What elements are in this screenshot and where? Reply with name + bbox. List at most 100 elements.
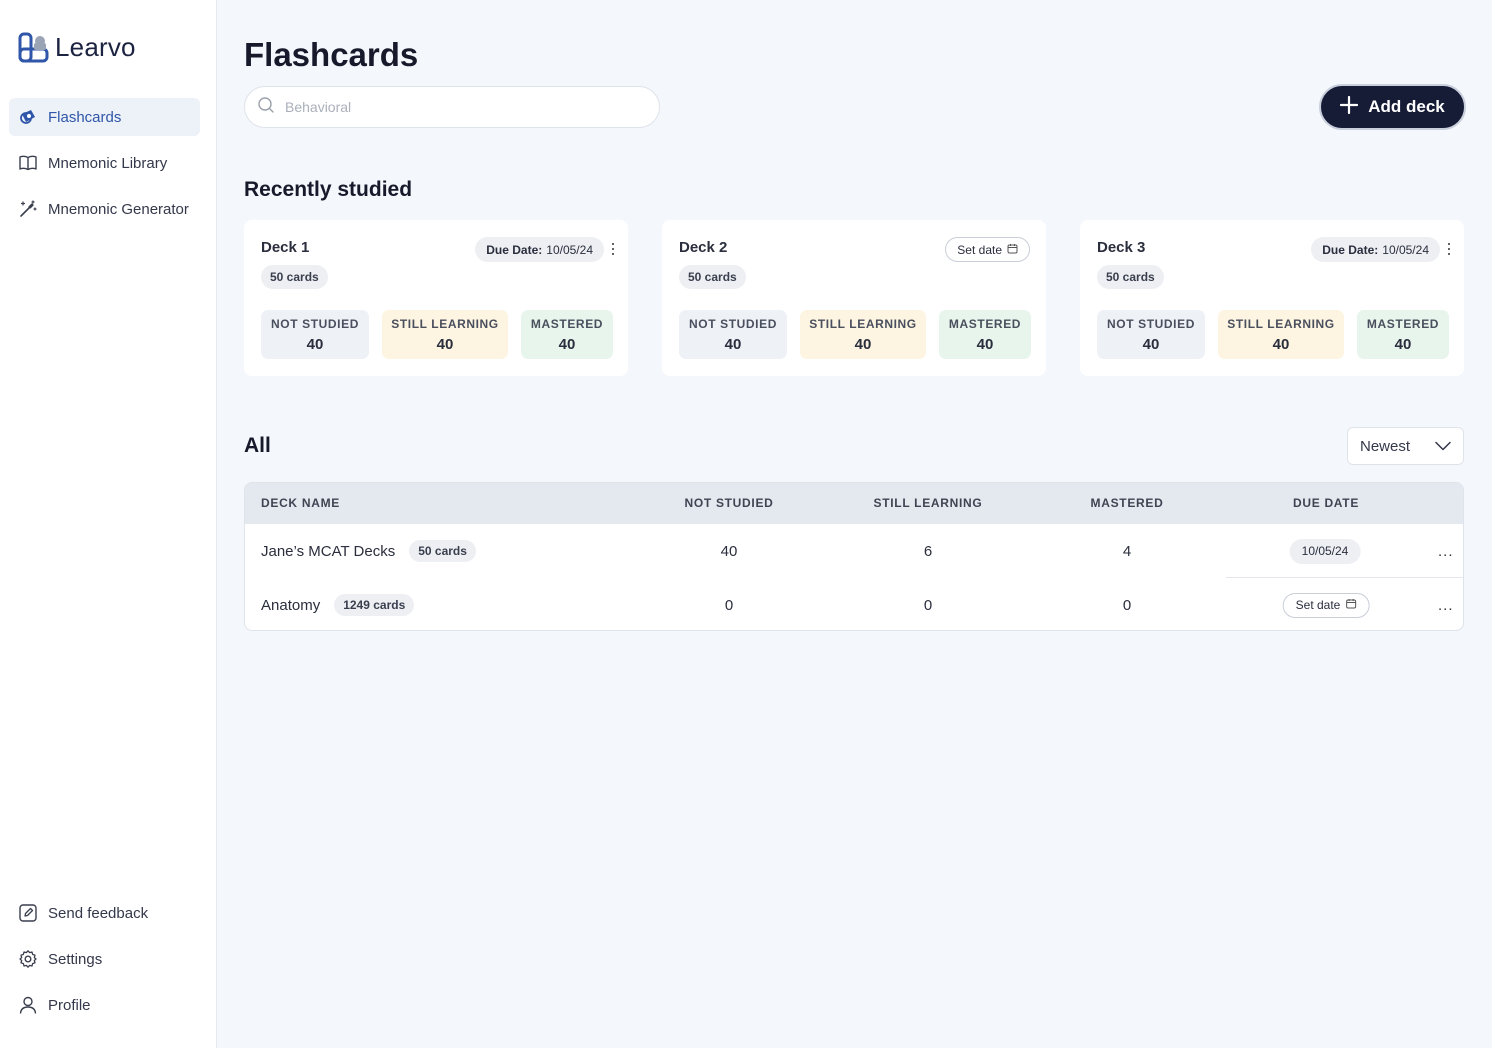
sidebar-item-profile[interactable]: Profile xyxy=(9,986,200,1024)
stat-label: STILL LEARNING xyxy=(809,316,917,331)
due-date-badge[interactable]: Due Date: 10/05/24 xyxy=(475,237,604,262)
still-learning-cell: 6 xyxy=(923,542,933,560)
stat-value: 40 xyxy=(854,335,872,353)
table-row[interactable]: Jane’s MCAT Decks 50 cards 40 6 4 10/05/… xyxy=(245,524,1463,578)
stat-not-studied: NOT STUDIED 40 xyxy=(1097,310,1205,359)
deck-stats: NOT STUDIED 40 STILL LEARNING 40 MASTERED 4… xyxy=(679,310,1031,359)
page-title: Flashcards xyxy=(244,36,419,73)
not-studied-cell: 40 xyxy=(720,542,738,560)
stat-label: MASTERED xyxy=(948,316,1022,331)
mastered-cell: 0 xyxy=(1122,596,1132,614)
stat-value: 40 xyxy=(1394,335,1412,353)
sidebar-item-label: Send feedback xyxy=(48,904,149,922)
all-decks-title: All xyxy=(244,434,271,457)
column-header-mastered[interactable]: MASTERED xyxy=(1090,496,1164,510)
stat-still-learning: STILL LEARNING 40 xyxy=(1218,310,1344,359)
column-header-due-date[interactable]: DUE DATE xyxy=(1292,496,1360,510)
sidebar-item-label: Mnemonic Library xyxy=(48,154,168,172)
stat-label: NOT STUDIED xyxy=(689,316,777,331)
sidebar-item-settings[interactable]: Settings xyxy=(9,940,200,978)
search-icon xyxy=(257,96,275,119)
stat-value: 40 xyxy=(976,335,994,353)
recently-studied-title: Recently studied xyxy=(244,178,413,201)
stat-mastered: MASTERED 40 xyxy=(1357,310,1449,359)
stat-label: NOT STUDIED xyxy=(1107,316,1195,331)
card-count-badge: 50 cards xyxy=(409,540,476,562)
stat-not-studied: NOT STUDIED 40 xyxy=(261,310,369,359)
due-date-cell: Set date xyxy=(1282,578,1370,630)
more-options-icon[interactable] xyxy=(610,241,616,257)
main-content: Flashcards Add deck Recently studied Dec… xyxy=(217,0,1492,1048)
row-menu-cell: ... xyxy=(1438,578,1454,630)
row-divider xyxy=(1226,577,1463,578)
still-learning-cell: 0 xyxy=(923,596,933,614)
due-date-value: 10/05/24 xyxy=(1382,242,1429,257)
deck-name: Jane’s MCAT Decks xyxy=(261,542,396,560)
stat-still-learning: STILL LEARNING 40 xyxy=(382,310,508,359)
deck-name: Anatomy xyxy=(261,596,321,614)
deck-stats: NOT STUDIED 40 STILL LEARNING 40 MASTERED 4… xyxy=(1097,310,1449,359)
column-header-not-studied[interactable]: NOT STUDIED xyxy=(684,496,774,510)
sidebar-item-label: Flashcards xyxy=(48,108,122,126)
set-date-label: Set date xyxy=(1295,598,1341,612)
more-options-icon[interactable]: ... xyxy=(1438,596,1454,614)
sort-dropdown[interactable]: Newest xyxy=(1347,427,1464,465)
user-icon xyxy=(18,995,38,1015)
search-input[interactable] xyxy=(285,99,625,115)
row-menu-cell: ... xyxy=(1438,524,1454,578)
sidebar-item-mnemonic-library[interactable]: Mnemonic Library xyxy=(9,144,200,182)
sidebar-bottom-nav: Send feedback Settings Profile xyxy=(9,894,200,1032)
calendar-icon xyxy=(1345,598,1356,612)
stat-not-studied: NOT STUDIED 40 xyxy=(679,310,787,359)
calendar-icon xyxy=(1007,243,1018,257)
stat-value: 40 xyxy=(1142,335,1160,353)
sidebar: Learvo Flashcards Mnemonic Library Mnemo… xyxy=(0,0,217,1048)
column-header-deck-name[interactable]: DECK NAME xyxy=(261,496,340,510)
search-bar[interactable] xyxy=(244,86,660,128)
mastered-cell: 4 xyxy=(1122,542,1132,560)
decks-table: DECK NAME NOT STUDIED STILL LEARNING MAS… xyxy=(244,482,1464,631)
card-count-badge: 50 cards xyxy=(261,265,328,289)
stat-value: 40 xyxy=(436,335,454,353)
table-header: DECK NAME NOT STUDIED STILL LEARNING MAS… xyxy=(245,483,1463,524)
stat-label: MASTERED xyxy=(530,316,604,331)
sidebar-item-mnemonic-generator[interactable]: Mnemonic Generator xyxy=(9,190,200,228)
sidebar-item-label: Profile xyxy=(48,996,91,1014)
due-date-value: 10/05/24 xyxy=(546,242,593,257)
stat-label: STILL LEARNING xyxy=(391,316,499,331)
magic-wand-icon xyxy=(18,199,38,219)
sidebar-item-send-feedback[interactable]: Send feedback xyxy=(9,894,200,932)
set-date-button[interactable]: Set date xyxy=(945,237,1030,262)
card-count-badge: 50 cards xyxy=(679,265,746,289)
due-date-badge[interactable]: Due Date: 10/05/24 xyxy=(1311,237,1440,262)
set-date-label: Set date xyxy=(957,242,1002,257)
table-row[interactable]: Anatomy 1249 cards 0 0 0 Set date ... xyxy=(245,578,1463,630)
more-options-icon[interactable]: ... xyxy=(1438,542,1454,560)
flashcards-icon xyxy=(18,107,38,127)
deck-name: Deck 2 xyxy=(679,239,728,256)
deck-card[interactable]: Deck 3 50 cards Due Date: 10/05/24 NOT ST… xyxy=(1080,220,1464,376)
add-deck-button[interactable]: Add deck xyxy=(1319,84,1466,130)
stat-value: 40 xyxy=(558,335,576,353)
add-deck-label: Add deck xyxy=(1368,97,1445,116)
due-date-cell: 10/05/24 xyxy=(1289,524,1361,578)
stat-label: STILL LEARNING xyxy=(1227,316,1335,331)
column-header-still-learning[interactable]: STILL LEARNING xyxy=(873,496,983,510)
set-date-button[interactable]: Set date xyxy=(1282,592,1370,618)
sidebar-item-flashcards[interactable]: Flashcards xyxy=(9,98,200,136)
more-options-icon[interactable] xyxy=(1446,241,1452,257)
logo[interactable]: Learvo xyxy=(18,32,136,63)
card-count-badge: 1249 cards xyxy=(334,594,415,616)
book-icon xyxy=(18,153,38,173)
sidebar-item-label: Mnemonic Generator xyxy=(48,200,189,218)
due-date-badge[interactable]: 10/05/24 xyxy=(1289,538,1361,564)
stat-still-learning: STILL LEARNING 40 xyxy=(800,310,926,359)
stat-value: 40 xyxy=(1272,335,1290,353)
plus-icon xyxy=(1340,95,1359,119)
sidebar-item-label: Settings xyxy=(48,950,103,968)
stat-mastered: MASTERED 40 xyxy=(939,310,1031,359)
deck-card[interactable]: Deck 1 50 cards Due Date: 10/05/24 NOT ST… xyxy=(244,220,628,376)
stat-label: MASTERED xyxy=(1366,316,1440,331)
deck-card[interactable]: Deck 2 50 cards Set date NOT STUDIED 40 S… xyxy=(662,220,1046,376)
not-studied-cell: 0 xyxy=(724,596,734,614)
